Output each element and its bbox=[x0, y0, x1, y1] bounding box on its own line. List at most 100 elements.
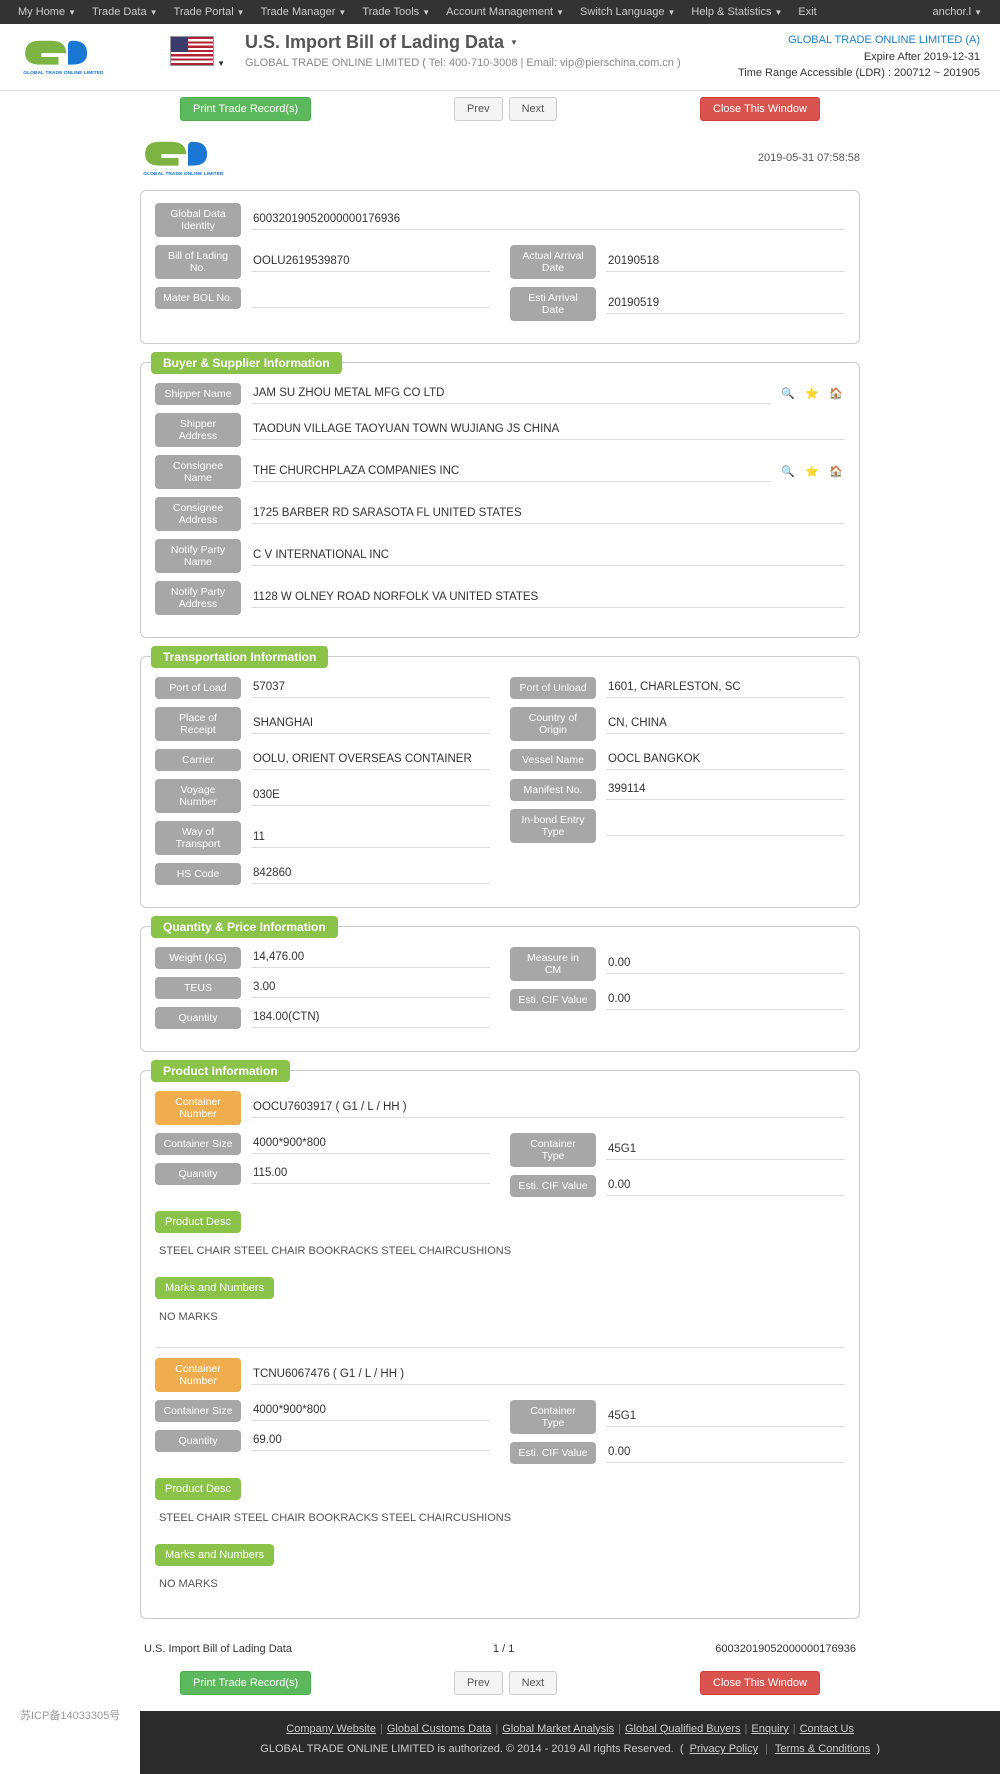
home-icon[interactable]: 🏠 bbox=[827, 463, 845, 481]
page-title-row[interactable]: U.S. Import Bill of Lading Data ▼ bbox=[245, 32, 738, 53]
footer-link[interactable]: Global Qualified Buyers bbox=[625, 1723, 741, 1735]
toolbar-top: Print Trade Record(s) Prev Next Close Th… bbox=[0, 91, 1000, 127]
search-icon[interactable]: 🔍 bbox=[779, 385, 797, 403]
identity-panel: Global Data Identity 6003201905200000017… bbox=[140, 190, 860, 344]
logo-block: GLOBAL TRADE ONLINE LIMITED bbox=[20, 32, 160, 79]
voyage-label: Voyage Number bbox=[155, 779, 241, 813]
topnav-item[interactable]: Trade Tools ▼ bbox=[354, 6, 438, 18]
topnav-item[interactable]: Trade Data ▼ bbox=[84, 6, 166, 18]
quantity-price-title: Quantity & Price Information bbox=[151, 916, 338, 938]
close-button[interactable]: Close This Window bbox=[700, 1671, 820, 1695]
container-type-label: Container Type bbox=[510, 1133, 596, 1167]
topnav-item[interactable]: Exit bbox=[790, 6, 824, 18]
svg-text:GLOBAL TRADE ONLINE LIMITED: GLOBAL TRADE ONLINE LIMITED bbox=[23, 70, 104, 76]
gdi-label: Global Data Identity bbox=[155, 203, 241, 237]
flag-dropdown[interactable]: ▼ bbox=[170, 36, 225, 69]
product-desc-value: STEEL CHAIR STEEL CHAIR BOOKRACKS STEEL … bbox=[155, 1506, 845, 1538]
actual-arrival-value: 20190518 bbox=[606, 251, 845, 272]
home-icon[interactable]: 🏠 bbox=[827, 385, 845, 403]
container-num-value: TCNU6067476 ( G1 / L / HH ) bbox=[251, 1364, 845, 1385]
print-button[interactable]: Print Trade Record(s) bbox=[180, 1671, 311, 1695]
topnav-item[interactable]: Trade Manager ▼ bbox=[253, 6, 355, 18]
star-icon[interactable]: ⭐ bbox=[803, 385, 821, 403]
user-name: anchor.l bbox=[933, 6, 972, 18]
product-desc-label: Product Desc bbox=[155, 1211, 241, 1233]
container-size-value: 4000*900*800 bbox=[251, 1133, 490, 1154]
caret-icon: ▼ bbox=[422, 8, 430, 17]
origin-value: CN, CHINA bbox=[606, 713, 845, 734]
topnav-label: My Home bbox=[18, 6, 65, 18]
product-cif-label: Esti. CIF Value bbox=[510, 1442, 596, 1464]
caret-icon: ▼ bbox=[150, 8, 158, 17]
footer-link[interactable]: Company Website bbox=[286, 1723, 376, 1735]
print-header: GLOBAL TRADE ONLINE LIMITED 2019-05-31 0… bbox=[140, 127, 860, 190]
caret-icon: ▼ bbox=[338, 8, 346, 17]
carrier-value: OOLU, ORIENT OVERSEAS CONTAINER bbox=[251, 749, 490, 770]
next-button[interactable]: Next bbox=[509, 97, 558, 121]
account-expire: Expire After 2019-12-31 bbox=[738, 49, 980, 66]
top-nav: My Home ▼Trade Data ▼Trade Portal ▼Trade… bbox=[0, 0, 1000, 24]
topnav-label: Switch Language bbox=[580, 6, 664, 18]
footer-link[interactable]: Enquiry bbox=[751, 1723, 788, 1735]
close-button[interactable]: Close This Window bbox=[700, 97, 820, 121]
cif-value: 0.00 bbox=[606, 989, 845, 1010]
footer-link[interactable]: Contact Us bbox=[800, 1723, 854, 1735]
prev-button[interactable]: Prev bbox=[454, 97, 503, 121]
esti-arrival-label: Esti Arrival Date bbox=[510, 287, 596, 321]
port-load-label: Port of Load bbox=[155, 677, 241, 699]
topnav-item[interactable]: My Home ▼ bbox=[10, 6, 84, 18]
product-qty-label: Quantity bbox=[155, 1163, 241, 1185]
search-icon[interactable]: 🔍 bbox=[779, 463, 797, 481]
product-cif-label: Esti. CIF Value bbox=[510, 1175, 596, 1197]
container-type-value: 45G1 bbox=[606, 1406, 845, 1427]
footer-link[interactable]: Global Customs Data bbox=[387, 1723, 492, 1735]
product-title: Product Information bbox=[151, 1060, 290, 1082]
star-icon[interactable]: ⭐ bbox=[803, 463, 821, 481]
topnav-item[interactable]: Switch Language ▼ bbox=[572, 6, 683, 18]
user-menu[interactable]: anchor.l ▼ bbox=[925, 6, 990, 18]
print-button[interactable]: Print Trade Record(s) bbox=[180, 97, 311, 121]
hs-label: HS Code bbox=[155, 863, 241, 885]
topnav-item[interactable]: Help & Statistics ▼ bbox=[683, 6, 790, 18]
caret-icon: ▼ bbox=[974, 8, 982, 17]
container-type-label: Container Type bbox=[510, 1400, 596, 1434]
manifest-value: 399114 bbox=[606, 779, 845, 800]
consignee-addr-value: 1725 BARBER RD SARASOTA FL UNITED STATES bbox=[251, 503, 845, 524]
buyer-supplier-title: Buyer & Supplier Information bbox=[151, 352, 342, 374]
topnav-label: Trade Data bbox=[92, 6, 147, 18]
footer-link[interactable]: Global Market Analysis bbox=[502, 1723, 614, 1735]
topnav-label: Trade Tools bbox=[362, 6, 419, 18]
measure-value: 0.00 bbox=[606, 953, 845, 974]
account-name[interactable]: GLOBAL TRADE ONLINE LIMITED (A) bbox=[738, 32, 980, 49]
container-size-label: Container Size bbox=[155, 1133, 241, 1155]
topnav-item[interactable]: Trade Portal ▼ bbox=[166, 6, 253, 18]
quantity-price-panel: Quantity & Price Information Weight (KG)… bbox=[140, 926, 860, 1052]
topnav-label: Trade Manager bbox=[261, 6, 336, 18]
topnav-item[interactable]: Account Management ▼ bbox=[438, 6, 572, 18]
account-block: GLOBAL TRADE ONLINE LIMITED (A) Expire A… bbox=[738, 32, 980, 82]
privacy-link[interactable]: Privacy Policy bbox=[690, 1743, 758, 1755]
product-cif-value: 0.00 bbox=[606, 1175, 845, 1196]
flag-us-icon bbox=[170, 36, 214, 66]
terms-link[interactable]: Terms & Conditions bbox=[775, 1743, 870, 1755]
next-button[interactable]: Next bbox=[509, 1671, 558, 1695]
main-content: GLOBAL TRADE ONLINE LIMITED 2019-05-31 0… bbox=[140, 127, 860, 1665]
weight-value: 14,476.00 bbox=[251, 947, 490, 968]
separator: | bbox=[491, 1723, 502, 1735]
product-desc-value: STEEL CHAIR STEEL CHAIR BOOKRACKS STEEL … bbox=[155, 1239, 845, 1271]
notify-addr-value: 1128 W OLNEY ROAD NORFOLK VA UNITED STAT… bbox=[251, 587, 845, 608]
footer-links: Company Website|Global Customs Data|Glob… bbox=[140, 1719, 1000, 1740]
divider bbox=[155, 1347, 845, 1348]
shipper-addr-value: TAODUN VILLAGE TAOYUAN TOWN WUJIANG JS C… bbox=[251, 419, 845, 440]
mater-label: Mater BOL No. bbox=[155, 287, 241, 309]
qty-label: Quantity bbox=[155, 1007, 241, 1029]
product-qty-value: 115.00 bbox=[251, 1163, 490, 1184]
prev-button[interactable]: Prev bbox=[454, 1671, 503, 1695]
actual-arrival-label: Actual Arrival Date bbox=[510, 245, 596, 279]
vessel-value: OOCL BANGKOK bbox=[606, 749, 845, 770]
carrier-label: Carrier bbox=[155, 749, 241, 771]
topnav-label: Help & Statistics bbox=[691, 6, 771, 18]
notify-name-label: Notify Party Name bbox=[155, 539, 241, 573]
transportation-panel: Transportation Information Port of Load5… bbox=[140, 656, 860, 908]
product-qty-value: 69.00 bbox=[251, 1430, 490, 1451]
